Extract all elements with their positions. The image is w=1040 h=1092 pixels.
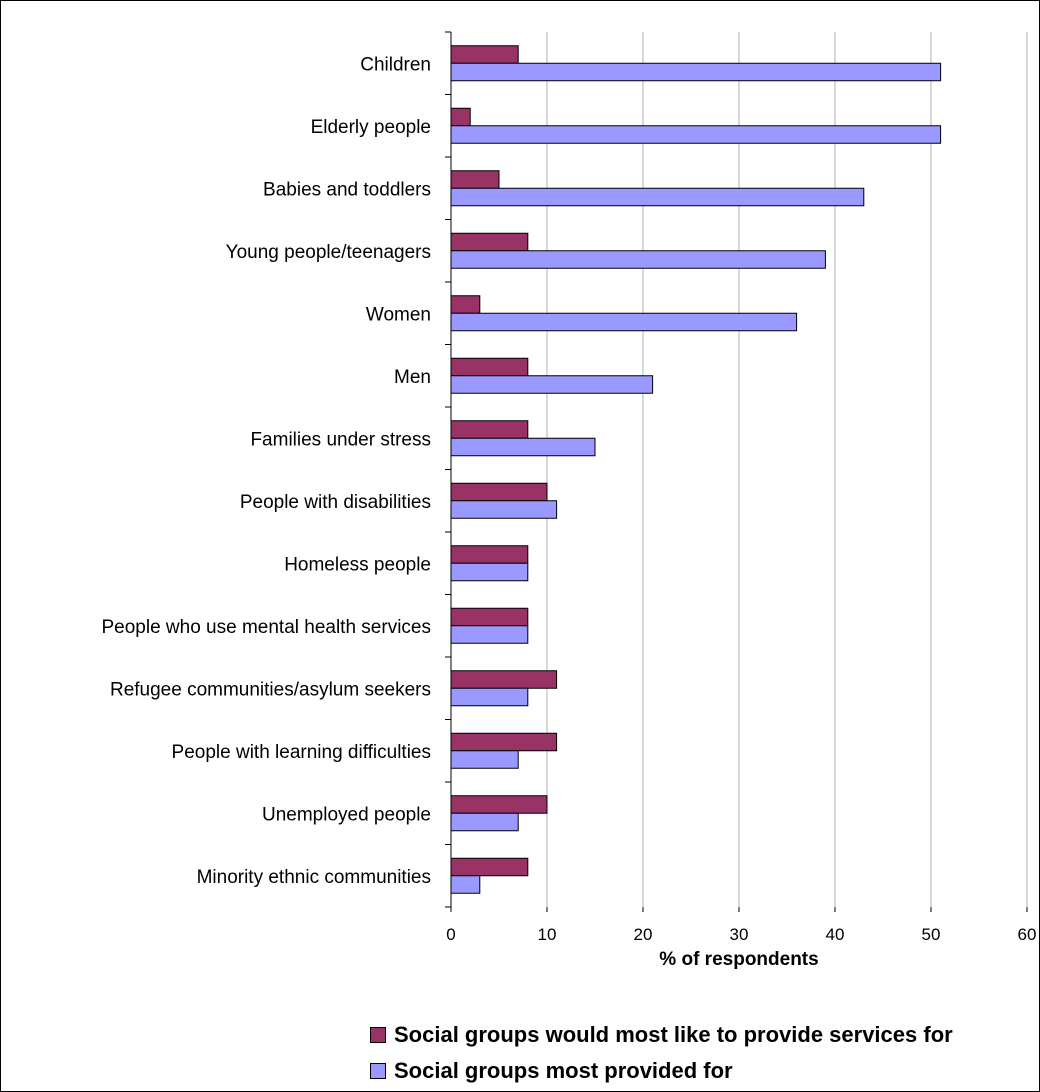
- bar-most-provided-for: [450, 125, 942, 144]
- bar-would-like-to-provide: [450, 45, 519, 64]
- x-tick-label: 30: [730, 925, 749, 944]
- bar-would-like-to-provide: [450, 545, 529, 564]
- category-label: Children: [360, 54, 431, 75]
- x-tick-label: 40: [826, 925, 845, 944]
- x-tick-labels: 0 10 20 30 40 50 60: [446, 925, 1036, 944]
- legend-item-series-1: Social groups would most like to provide…: [370, 1017, 953, 1053]
- bar-most-provided-for: [450, 500, 558, 519]
- bar-would-like-to-provide: [450, 357, 529, 377]
- category-label: Women: [366, 304, 431, 325]
- bar-most-provided-for: [450, 750, 519, 769]
- bar-most-provided-for: [450, 562, 529, 582]
- x-tick-label: 10: [538, 925, 557, 944]
- x-tick-label: 0: [446, 925, 455, 944]
- x-axis-title: % of respondents: [659, 949, 818, 970]
- bar-would-like-to-provide: [450, 482, 548, 502]
- bar-most-provided-for: [450, 875, 481, 894]
- bar-would-like-to-provide: [450, 795, 548, 814]
- category-labels: Children Elderly people Babies and toddler…: [101, 54, 431, 888]
- bar-would-like-to-provide: [450, 670, 558, 689]
- bar-most-provided-for: [450, 437, 596, 457]
- bar-most-provided-for: [450, 812, 519, 832]
- axes: [445, 31, 1028, 912]
- bar-most-provided-for: [450, 187, 865, 207]
- legend-label: Social groups most provided for: [394, 1058, 733, 1083]
- category-label: Unemployed people: [262, 804, 431, 825]
- category-label: People with learning difficulties: [172, 742, 431, 763]
- gridlines: [546, 32, 1028, 907]
- category-label: People with disabilities: [240, 492, 431, 513]
- bar-would-like-to-provide: [450, 232, 529, 252]
- category-label: Homeless people: [284, 554, 431, 575]
- bar-most-provided-for: [450, 687, 529, 707]
- legend-item-series-2: Social groups most provided for: [370, 1053, 953, 1089]
- bar-would-like-to-provide: [450, 857, 529, 877]
- category-label: Men: [394, 367, 431, 388]
- category-label: Babies and toddlers: [263, 179, 431, 200]
- bar-chart: Children Elderly people Babies and toddler…: [101, 31, 1036, 970]
- category-label: Families under stress: [250, 429, 431, 450]
- x-tick-label: 60: [1018, 925, 1037, 944]
- bar-most-provided-for: [450, 62, 942, 82]
- bar-would-like-to-provide: [450, 607, 529, 627]
- legend-label: Social groups would most like to provide…: [394, 1022, 953, 1047]
- bar-most-provided-for: [450, 250, 826, 269]
- category-label: Minority ethnic communities: [197, 867, 431, 888]
- bar-most-provided-for: [450, 312, 798, 332]
- bar-would-like-to-provide: [450, 295, 481, 314]
- bar-most-provided-for: [450, 375, 654, 394]
- legend: Social groups would most like to provide…: [370, 1017, 953, 1089]
- category-label: Refugee communities/asylum seekers: [110, 679, 431, 700]
- category-label: Elderly people: [311, 117, 431, 138]
- bar-most-provided-for: [450, 625, 529, 644]
- category-label: Young people/teenagers: [226, 242, 431, 263]
- bar-would-like-to-provide: [450, 170, 500, 189]
- bars: [450, 45, 942, 894]
- category-label: People who use mental health services: [101, 617, 431, 638]
- bar-would-like-to-provide: [450, 107, 471, 127]
- bar-would-like-to-provide: [450, 732, 558, 752]
- legend-swatch: [370, 1027, 386, 1043]
- bar-would-like-to-provide: [450, 420, 529, 439]
- x-tick-label: 50: [922, 925, 941, 944]
- x-tick-label: 20: [634, 925, 653, 944]
- legend-swatch: [370, 1063, 386, 1079]
